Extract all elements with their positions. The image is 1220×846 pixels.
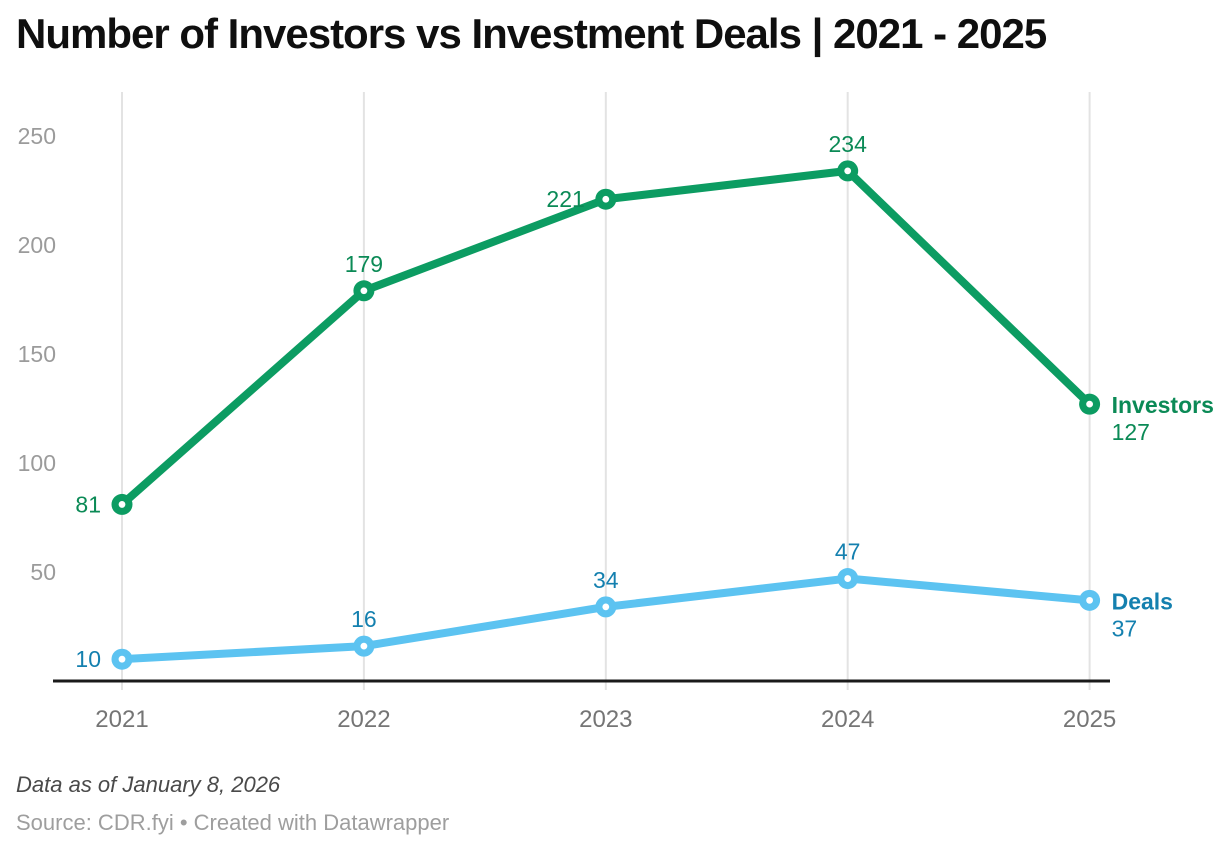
chart-source-attribution: Source: CDR.fyi • Created with Datawrapp… [16,810,450,835]
y-tick-label-200: 200 [18,232,56,258]
data-point-center-deals-2021 [118,655,126,663]
y-tick-label-100: 100 [18,450,56,476]
data-point-center-investors-2021 [118,501,126,508]
data-point-center-investors-2025 [1086,400,1093,408]
x-tick-label-2022: 2022 [337,706,390,733]
data-label-investors-2023: 221 [546,186,584,212]
data-label-investors-2021: 81 [75,491,101,517]
data-label-investors-2025: 127 [1112,419,1150,445]
y-tick-label-250: 250 [18,123,56,149]
y-tick-label-50: 50 [30,559,56,585]
y-tick-label-150: 150 [18,341,56,367]
data-label-deals-2024: 47 [835,539,861,565]
data-point-center-deals-2023 [602,603,610,611]
data-point-center-deals-2022 [360,642,368,650]
data-label-deals-2022: 16 [351,606,377,632]
chart-title: Number of Investors vs Investment Deals … [16,10,1047,57]
data-label-investors-2024: 234 [829,131,868,157]
x-tick-label-2024: 2024 [821,706,874,733]
series-name-label-investors: Investors [1112,392,1214,418]
x-tick-label-2023: 2023 [579,706,632,733]
data-point-center-deals-2024 [844,575,852,582]
x-tick-label-2021: 2021 [95,706,148,733]
x-tick-label-2025: 2025 [1063,706,1116,733]
chart-notes: Data as of January 8, 2026 [16,772,281,797]
data-point-center-investors-2023 [602,195,610,203]
data-point-center-deals-2025 [1086,596,1093,604]
data-label-deals-2023: 34 [593,567,619,593]
data-label-deals-2021: 10 [75,646,101,672]
data-label-investors-2022: 179 [345,251,383,277]
data-point-center-investors-2024 [844,167,852,175]
data-label-deals-2025: 37 [1112,615,1138,641]
data-point-center-investors-2022 [360,287,368,295]
series-name-label-deals: Deals [1112,588,1173,614]
